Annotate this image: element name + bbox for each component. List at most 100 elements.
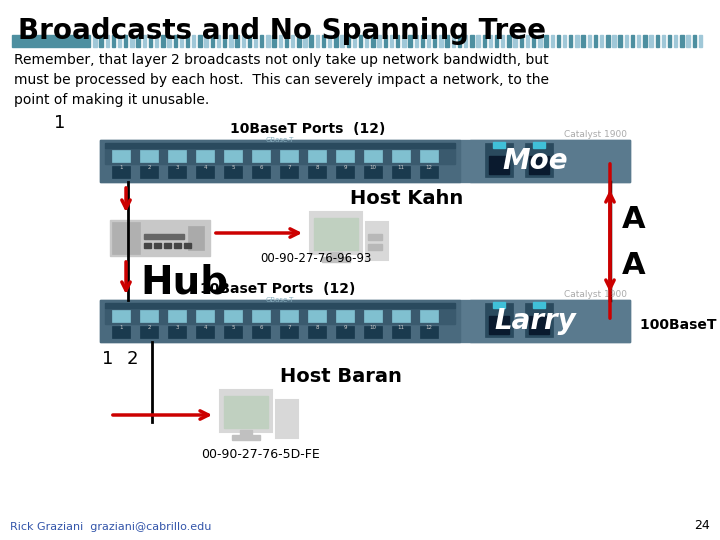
Bar xyxy=(495,35,498,47)
Bar xyxy=(680,35,684,47)
Bar xyxy=(415,35,418,47)
Bar xyxy=(217,35,220,47)
Bar xyxy=(240,430,252,436)
Bar xyxy=(196,150,214,162)
Bar xyxy=(538,35,541,47)
Bar xyxy=(224,326,242,338)
Bar xyxy=(346,35,350,47)
Bar xyxy=(229,35,233,47)
Text: Host Baran: Host Baran xyxy=(280,367,402,386)
Text: 3: 3 xyxy=(175,325,179,330)
Bar xyxy=(180,35,183,47)
Bar xyxy=(112,310,130,322)
Bar xyxy=(336,310,354,322)
Text: 5: 5 xyxy=(231,165,235,170)
Bar xyxy=(224,310,242,322)
Text: 9: 9 xyxy=(343,165,347,170)
Bar xyxy=(112,35,115,47)
Bar xyxy=(161,35,165,47)
Bar xyxy=(224,150,242,162)
Bar xyxy=(392,310,410,322)
Bar xyxy=(464,35,467,47)
Bar xyxy=(625,35,628,47)
Bar xyxy=(489,35,492,47)
Bar xyxy=(140,166,158,178)
Bar xyxy=(235,35,239,47)
Bar xyxy=(105,308,455,324)
Bar xyxy=(526,35,529,47)
Bar xyxy=(118,35,121,47)
Bar xyxy=(420,326,438,338)
Bar xyxy=(489,156,509,174)
Bar xyxy=(532,35,536,47)
Text: 6: 6 xyxy=(259,165,263,170)
Bar xyxy=(525,303,553,337)
Bar xyxy=(458,35,462,47)
Text: 9: 9 xyxy=(343,325,347,330)
Text: 10BaseT Ports  (12): 10BaseT Ports (12) xyxy=(230,122,385,136)
Bar xyxy=(266,35,269,47)
Text: Larry: Larry xyxy=(494,307,576,335)
Text: Rick Graziani  graziani@cabrillo.edu: Rick Graziani graziani@cabrillo.edu xyxy=(10,522,212,532)
Bar xyxy=(308,310,326,322)
Bar xyxy=(315,35,319,47)
Bar xyxy=(365,35,369,47)
Bar xyxy=(513,35,517,47)
Bar xyxy=(224,166,242,178)
Bar xyxy=(188,226,204,250)
Bar xyxy=(606,35,610,47)
Bar xyxy=(322,257,350,262)
Bar xyxy=(493,142,505,148)
Text: 2: 2 xyxy=(148,325,150,330)
Bar xyxy=(100,300,630,342)
Text: 11: 11 xyxy=(397,325,405,330)
Bar xyxy=(330,252,342,258)
Bar xyxy=(529,156,549,174)
Text: Remember, that layer 2 broadcasts not only take up network bandwidth, but
must b: Remember, that layer 2 broadcasts not on… xyxy=(14,53,549,107)
Bar xyxy=(196,326,214,338)
Bar xyxy=(390,35,393,47)
Bar xyxy=(372,35,374,47)
Bar xyxy=(276,400,298,438)
Bar xyxy=(140,310,158,322)
Bar xyxy=(427,35,431,47)
Bar xyxy=(100,140,630,182)
Bar xyxy=(310,35,313,47)
Bar xyxy=(533,302,545,308)
Bar xyxy=(364,310,382,322)
Bar xyxy=(396,35,400,47)
Bar xyxy=(557,35,560,47)
Text: 7: 7 xyxy=(287,325,291,330)
Bar xyxy=(224,396,268,428)
Text: 4: 4 xyxy=(203,325,207,330)
Bar xyxy=(470,35,474,47)
Text: 2: 2 xyxy=(148,165,150,170)
Bar xyxy=(451,35,455,47)
Bar xyxy=(368,234,382,240)
Text: 10: 10 xyxy=(369,165,377,170)
Bar xyxy=(280,166,298,178)
Bar xyxy=(168,150,186,162)
Bar xyxy=(686,35,690,47)
Bar xyxy=(184,243,191,248)
Bar xyxy=(618,35,622,47)
Bar xyxy=(99,35,103,47)
Bar xyxy=(106,35,109,47)
Bar xyxy=(368,244,382,250)
Text: 1: 1 xyxy=(54,114,66,132)
Bar xyxy=(285,35,288,47)
Bar xyxy=(322,35,325,47)
Text: 12: 12 xyxy=(426,325,433,330)
Bar xyxy=(310,212,362,254)
Bar xyxy=(232,435,260,440)
Bar xyxy=(210,35,214,47)
Text: 6: 6 xyxy=(259,325,263,330)
Text: 5: 5 xyxy=(231,325,235,330)
Bar xyxy=(364,150,382,162)
Text: 10: 10 xyxy=(369,325,377,330)
Bar xyxy=(408,35,412,47)
Bar xyxy=(140,150,158,162)
Bar xyxy=(353,35,356,47)
Text: Hub: Hub xyxy=(140,264,228,302)
Bar xyxy=(594,35,597,47)
